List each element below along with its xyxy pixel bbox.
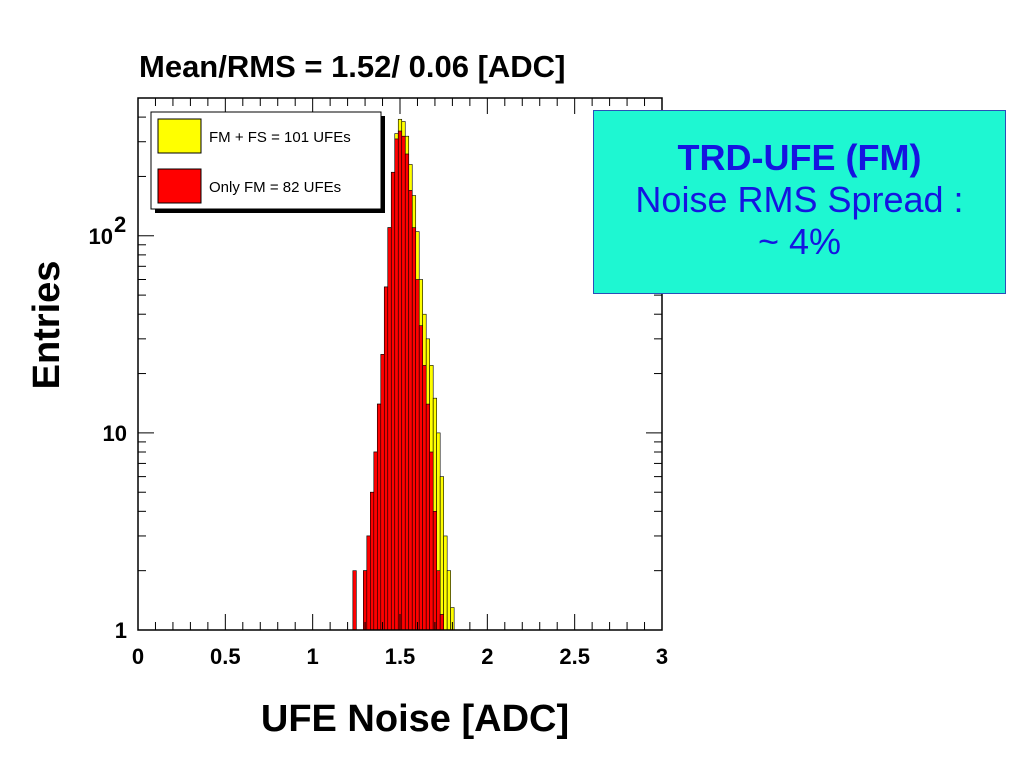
bar-fm-fs (443, 535, 448, 631)
y-tick-label: 10 (89, 224, 113, 249)
bar-only-fm (363, 570, 368, 631)
bar-only-fm (425, 403, 430, 631)
annotation-line-1: Noise RMS Spread : (635, 179, 964, 220)
legend-swatch-only-fm (157, 168, 202, 204)
x-tick-label: 1.5 (385, 644, 416, 669)
bar-only-fm (429, 451, 434, 631)
legend: FM + FS = 101 UFEs Only FM = 82 UFEs (150, 111, 385, 213)
bar-only-fm (383, 286, 389, 631)
bar-only-fm (401, 135, 406, 631)
annotation-title: TRD-UFE (FM) (677, 137, 922, 178)
bar-only-fm (387, 227, 392, 631)
legend-label-only-fm: Only FM = 82 UFEs (209, 179, 341, 196)
bar-only-fm (390, 171, 396, 631)
bar-only-fm (418, 325, 424, 631)
y-tick-label: 10 (103, 421, 127, 446)
x-tick-label: 1 (307, 644, 319, 669)
annotation-line-2: ~ 4% (757, 221, 842, 262)
bar-only-fm (373, 451, 378, 631)
y-axis-label: Entries (26, 261, 68, 390)
legend-swatch-fm-fs (157, 118, 202, 154)
x-tick-label: 0 (132, 644, 144, 669)
bar-only-fm (436, 570, 441, 631)
bar-only-fm (380, 354, 385, 631)
x-tick-label: 2 (481, 644, 493, 669)
x-tick-label: 3 (656, 644, 668, 669)
x-tick-label: 0.5 (210, 644, 241, 669)
bar-only-fm (411, 227, 417, 631)
bar-fm-fs (439, 476, 444, 631)
bar-only-fm (415, 279, 420, 631)
chart-title: Mean/RMS = 1.52/ 0.06 [ADC] (139, 49, 565, 84)
bar-only-fm (352, 570, 357, 631)
bar-only-fm (370, 491, 375, 631)
bar-only-fm (408, 190, 413, 631)
bar-only-fm (397, 130, 403, 631)
x-axis-ticks (137, 98, 663, 630)
bar-only-fm (404, 153, 410, 631)
bar-only-fm (432, 511, 437, 631)
annotation-box: TRD-UFE (FM) Noise RMS Spread : ~ 4% (593, 110, 1006, 294)
bar-only-fm (394, 138, 399, 631)
bar-only-fm (422, 365, 427, 631)
bar-fm-fs (446, 570, 451, 631)
y-tick-label: 1 (115, 618, 127, 643)
bar-only-fm (376, 403, 382, 631)
x-axis-tick-labels: 0 0.5 1 1.5 2 2.5 3 (132, 644, 668, 669)
y-tick-label-exponent: 2 (114, 212, 126, 237)
bar-only-fm (366, 535, 371, 631)
bar-only-fm (439, 614, 444, 631)
x-axis-label: UFE Noise [ADC] (261, 698, 569, 740)
legend-label-fm-fs: FM + FS = 101 UFEs (209, 129, 351, 146)
x-tick-label: 2.5 (559, 644, 590, 669)
